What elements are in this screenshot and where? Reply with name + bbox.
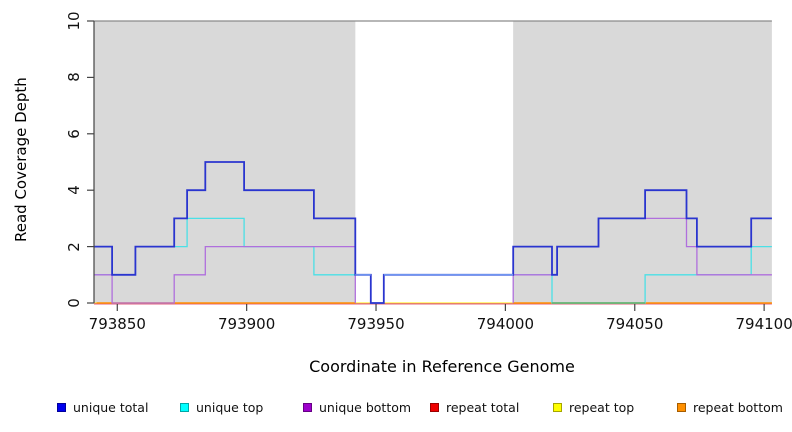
series-line-unique-bottom <box>94 245 356 304</box>
y-tick-label: 8 <box>65 72 83 83</box>
y-tick-label: 2 <box>65 241 83 252</box>
y-tick-label: 0 <box>65 298 83 308</box>
legend-label: unique top <box>196 399 264 415</box>
legend-item-unique-top: unique top <box>180 398 263 416</box>
y-tick-label: 4 <box>65 185 83 195</box>
x-tick-label: 794100 <box>735 315 792 333</box>
y-tick-label: 6 <box>65 129 83 139</box>
x-tick-label: 794000 <box>476 315 535 333</box>
legend-label: unique bottom <box>319 399 412 415</box>
series-line-unique-total <box>94 161 772 304</box>
y-axis-title: Read Coverage Depth <box>12 77 30 242</box>
legend-label: repeat bottom <box>693 399 783 415</box>
x-axis-title: Coordinate in Reference Genome <box>309 357 575 376</box>
x-tick-label: 793900 <box>218 315 276 333</box>
legend-swatch-icon <box>677 402 686 412</box>
chart-legend: unique total unique top unique bottom repea… <box>0 398 792 422</box>
legend-swatch-icon <box>180 402 189 412</box>
legend-label: unique total <box>73 399 149 415</box>
legend-swatch-icon <box>553 402 562 412</box>
legend-item-unique-bottom: unique bottom <box>303 398 411 416</box>
legend-label: repeat top <box>569 399 635 415</box>
x-tick-label: 794050 <box>606 315 664 333</box>
legend-swatch-icon <box>430 402 439 412</box>
legend-item-unique-total: unique total <box>57 398 148 416</box>
legend-label: repeat total <box>446 399 520 415</box>
x-tick-label: 793950 <box>347 315 405 333</box>
legend-swatch-icon <box>57 402 66 412</box>
legend-item-repeat-total: repeat total <box>430 398 519 416</box>
legend-swatch-icon <box>303 402 312 412</box>
y-tick-label: 10 <box>65 11 83 31</box>
x-tick-label: 793850 <box>88 315 146 333</box>
legend-item-repeat-bottom: repeat bottom <box>677 398 783 416</box>
legend-item-repeat-top: repeat top <box>553 398 634 416</box>
